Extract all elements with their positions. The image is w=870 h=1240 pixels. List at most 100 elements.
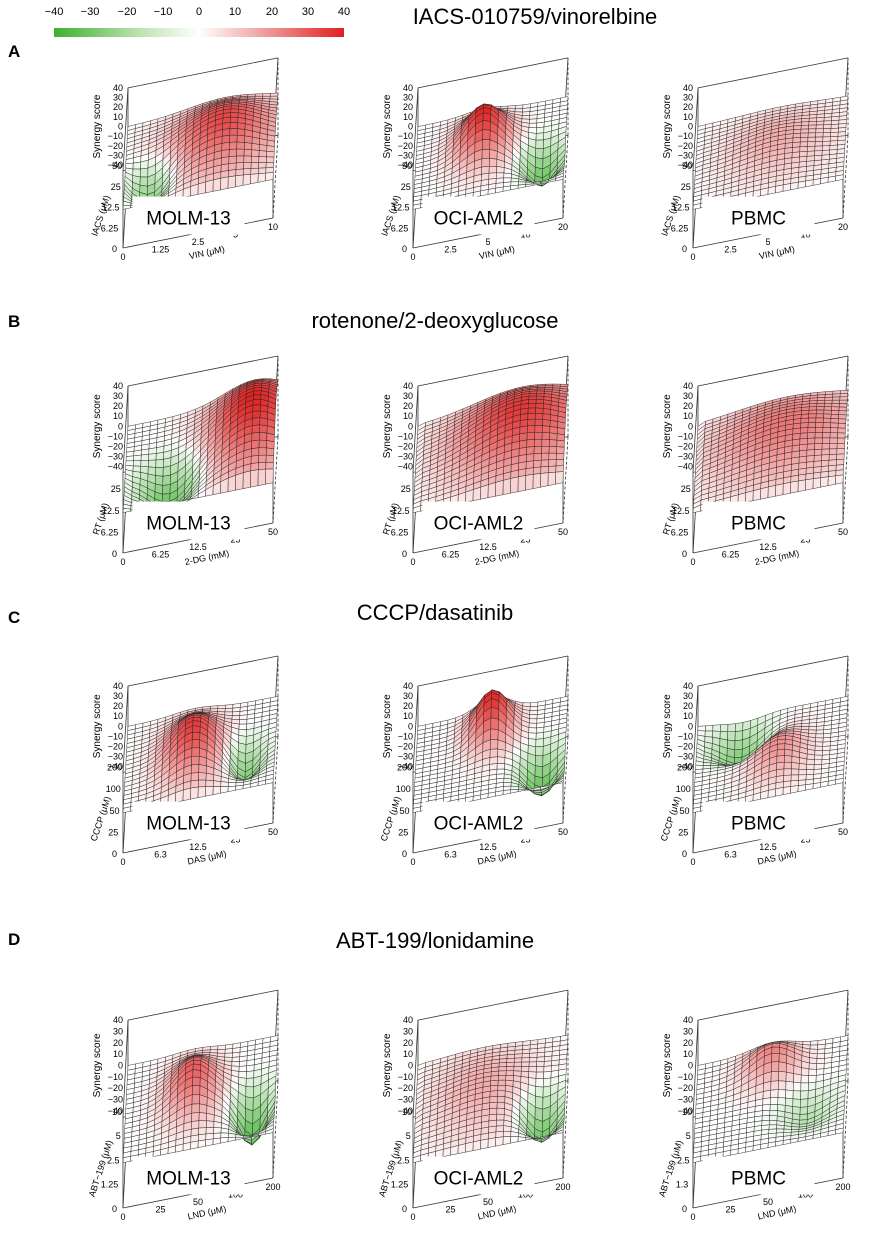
surface-cell [502, 789, 511, 795]
box-edge [412, 1020, 419, 1118]
surface-cell [536, 1051, 545, 1058]
surface-cell [498, 1066, 507, 1072]
surface-cell [528, 1061, 537, 1067]
surface-cell [192, 725, 201, 733]
box-edge [127, 989, 279, 1021]
surface-cell [533, 459, 542, 468]
z-axis-label: Synergy score [662, 394, 673, 458]
surface-cell [831, 406, 840, 411]
surface-cell [814, 750, 823, 756]
surface-cell [517, 1136, 526, 1142]
surface-cell [526, 453, 535, 462]
z-tick-label: 0 [118, 721, 123, 731]
surface-cell [800, 417, 809, 424]
surface-cell [148, 459, 157, 468]
surface-cell [808, 124, 817, 130]
surface-cell [556, 453, 565, 460]
surface-cell [816, 409, 825, 415]
surface-cell [814, 432, 823, 439]
surface-cell [815, 427, 824, 433]
surface-cell [536, 1061, 545, 1067]
z-tick-label: 0 [118, 122, 123, 132]
surface-cell [265, 462, 274, 470]
z-tick-label: −10 [108, 431, 123, 441]
z-tick-label: −30 [108, 752, 123, 762]
surface-cell [807, 422, 816, 428]
surface-cell [191, 1112, 200, 1122]
surface-cell [198, 1120, 207, 1129]
surface-cell [556, 439, 565, 448]
surface-cell [224, 1052, 233, 1058]
surface-cell [816, 400, 825, 404]
surface-cell [250, 173, 259, 185]
z-tick-label: 20 [403, 401, 413, 411]
x-tick-label: 50 [558, 827, 568, 837]
surface-cell [534, 432, 543, 440]
z-axis-label: Synergy score [382, 1033, 393, 1097]
surface-cell [839, 393, 848, 398]
surface-cell [239, 1060, 248, 1067]
surface-cell [529, 1052, 538, 1058]
cell-line-label: OCI-AML2 [434, 514, 524, 535]
z-tick-label: 40 [113, 1015, 123, 1025]
z-tick-label: 40 [683, 83, 693, 93]
box-edge [122, 685, 129, 773]
surface-cell [228, 162, 237, 171]
surface-cell [502, 478, 511, 495]
surface-cell [705, 724, 714, 732]
surface-cell [816, 406, 825, 411]
surface-cell [227, 1137, 236, 1142]
surface-cell [799, 449, 808, 458]
surface-cell [235, 1137, 244, 1141]
box-edge [842, 736, 849, 824]
surface-cell [800, 128, 809, 134]
y-tick-label: 25 [111, 182, 121, 192]
surface-cell [830, 123, 839, 129]
surface-cell [821, 149, 830, 156]
surface-cell [556, 433, 565, 442]
surface-cell [527, 407, 536, 414]
surface-cell [815, 422, 824, 428]
surface-cell [835, 174, 844, 182]
cell-line-label-bg [132, 801, 245, 840]
row-title-b: rotenone/2-deoxyglucose [311, 308, 559, 333]
surface-cell [503, 172, 512, 179]
surface-cell [533, 453, 542, 462]
surface-cell [812, 178, 821, 186]
surface-cell [235, 162, 244, 170]
surface-cell [489, 756, 498, 765]
y-tick-label: 6.25 [101, 527, 119, 537]
surface-cell [806, 769, 815, 776]
surface-cell [822, 737, 831, 743]
surface-cell [823, 406, 832, 411]
surface-cell [838, 414, 847, 420]
surface-cell [816, 113, 825, 119]
z-tick-label: 30 [403, 691, 413, 701]
surface-cell [549, 426, 558, 435]
surface-cell [831, 410, 840, 415]
surface-cell [510, 789, 519, 794]
surface-cell [498, 1062, 507, 1068]
surface-cell [527, 418, 536, 427]
surface-cell [798, 763, 807, 770]
z-axis-label: Synergy score [92, 1033, 103, 1097]
surface-cell [823, 732, 832, 739]
surface-cell [822, 750, 831, 756]
y-tick-label: 50 [112, 161, 122, 171]
surface-cell [745, 490, 754, 503]
surface-cell [503, 777, 512, 783]
surface-cell [235, 784, 244, 791]
z-tick-label: 0 [408, 721, 413, 731]
surface-cell [224, 707, 233, 713]
surface-cell [495, 1136, 504, 1147]
panel-letter-d: D [8, 930, 21, 949]
surface-cell [526, 439, 535, 448]
surface-cell [510, 785, 519, 790]
surface-cell [805, 783, 814, 791]
surface-cell [480, 484, 489, 500]
surface-cell [822, 432, 831, 439]
surface-cell [549, 439, 558, 447]
